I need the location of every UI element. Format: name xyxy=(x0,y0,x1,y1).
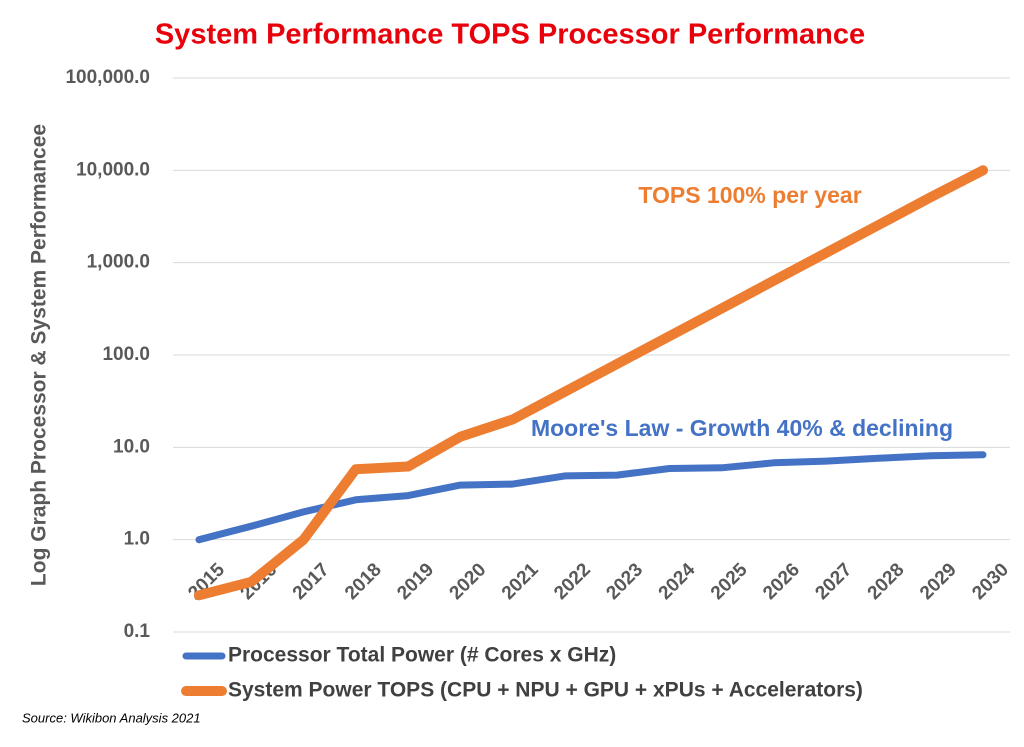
legend-label: System Power TOPS (CPU + NPU + GPU + xPU… xyxy=(228,679,863,702)
y-tick-label: 10.0 xyxy=(113,436,150,457)
chart-title: System Performance TOPS Processor Perfor… xyxy=(155,19,865,51)
legend-label: Processor Total Power (# Cores x GHz) xyxy=(228,644,616,667)
y-tick-label: 0.1 xyxy=(124,621,151,642)
y-tick-label: 1,000.0 xyxy=(87,252,150,273)
source-note: Source: Wikibon Analysis 2021 xyxy=(22,710,201,725)
annotation: Moore's Law - Growth 40% & declining xyxy=(531,415,953,441)
y-tick-label: 100,000.0 xyxy=(65,67,150,88)
y-tick-label: 10,000.0 xyxy=(76,159,150,180)
series-line xyxy=(194,165,988,601)
annotation: TOPS 100% per year xyxy=(638,182,861,208)
y-axis-label: Log Graph Processor & System Performance… xyxy=(28,124,51,586)
y-tick-label: 100.0 xyxy=(102,344,150,365)
y-tick-label: 1.0 xyxy=(124,529,150,550)
